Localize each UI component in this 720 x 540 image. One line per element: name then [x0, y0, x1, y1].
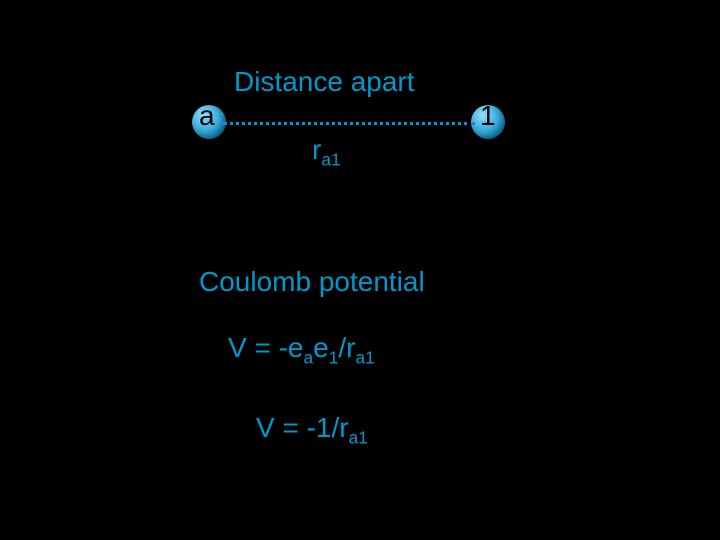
- particle-a-label: a: [199, 100, 215, 132]
- distance-label-main: r: [312, 134, 321, 165]
- equation-2: V = -1/ra1: [256, 412, 368, 444]
- particle-1-label: 1: [480, 100, 496, 132]
- eq1-sub3: a1: [355, 348, 374, 368]
- eq2-sub1: a1: [349, 428, 368, 448]
- eq1-sub2: 1: [329, 348, 339, 368]
- eq2-prefix: V = -1/r: [256, 412, 349, 443]
- equation-1: V = -eae1/ra1: [228, 332, 375, 364]
- eq1-sub1: a: [303, 348, 313, 368]
- slide: Distance apart a 1 ra1 Coulomb potential…: [0, 0, 720, 540]
- eq1-mid: e: [313, 332, 329, 363]
- distance-label: ra1: [312, 134, 341, 166]
- eq1-prefix: V = -e: [228, 332, 303, 363]
- distance-label-sub: a1: [321, 150, 340, 170]
- distance-title: Distance apart: [234, 66, 415, 98]
- distance-line: [223, 122, 475, 125]
- coulomb-heading: Coulomb potential: [199, 266, 425, 298]
- eq1-mid2: /r: [338, 332, 355, 363]
